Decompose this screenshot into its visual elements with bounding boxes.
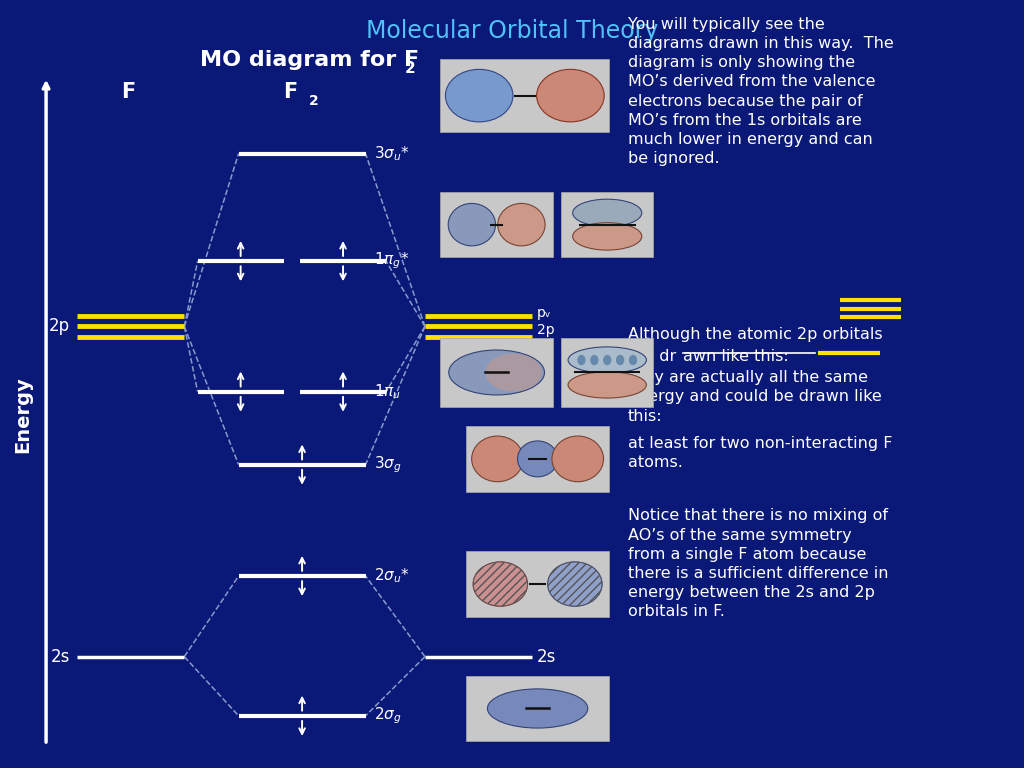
FancyBboxPatch shape — [440, 59, 609, 132]
Text: they are actually all the same
energy and could be drawn like
this:: they are actually all the same energy an… — [628, 370, 882, 424]
FancyBboxPatch shape — [440, 338, 553, 407]
Ellipse shape — [568, 347, 646, 373]
Text: Energy: Energy — [13, 376, 32, 453]
Text: Although the atomic 2p orbitals: Although the atomic 2p orbitals — [628, 327, 883, 343]
Text: F: F — [121, 82, 135, 102]
Ellipse shape — [572, 199, 642, 227]
Text: at least for two non-interacting F
atoms.: at least for two non-interacting F atoms… — [628, 436, 892, 471]
Ellipse shape — [616, 355, 625, 366]
Text: awn like this:: awn like this: — [683, 349, 788, 365]
Ellipse shape — [603, 355, 611, 366]
Ellipse shape — [548, 562, 602, 606]
Ellipse shape — [449, 350, 545, 395]
Ellipse shape — [472, 436, 523, 482]
Text: 2s: 2s — [50, 647, 70, 666]
Ellipse shape — [590, 355, 598, 366]
Text: Molecular Orbital Theory: Molecular Orbital Theory — [366, 19, 658, 43]
Text: 3$\sigma_g$: 3$\sigma_g$ — [374, 455, 401, 475]
Ellipse shape — [445, 69, 513, 122]
Text: 2$\sigma_g$: 2$\sigma_g$ — [374, 706, 401, 726]
Text: 2s: 2s — [537, 647, 556, 666]
Ellipse shape — [473, 562, 527, 606]
FancyBboxPatch shape — [466, 551, 609, 617]
FancyBboxPatch shape — [466, 426, 609, 492]
Ellipse shape — [498, 204, 545, 246]
Text: F: F — [449, 82, 463, 102]
Text: 2: 2 — [309, 94, 319, 108]
Ellipse shape — [568, 372, 646, 398]
Ellipse shape — [487, 689, 588, 728]
Ellipse shape — [552, 436, 603, 482]
Text: 3$\sigma_u$*: 3$\sigma_u$* — [374, 144, 410, 163]
Ellipse shape — [449, 204, 496, 246]
Text: 2: 2 — [404, 61, 415, 76]
FancyBboxPatch shape — [561, 338, 653, 407]
Ellipse shape — [578, 355, 586, 366]
Text: 1$\pi_u$: 1$\pi_u$ — [374, 382, 400, 401]
Text: You will typically see the
diagrams drawn in this way.  The
diagram is only show: You will typically see the diagrams draw… — [628, 17, 894, 167]
Ellipse shape — [517, 441, 558, 477]
Ellipse shape — [572, 223, 642, 250]
Text: pᵥ: pᵥ — [537, 306, 551, 319]
Text: Notice that there is no mixing of
AO’s of the same symmetry
from a single F atom: Notice that there is no mixing of AO’s o… — [628, 508, 888, 620]
Text: 2$\sigma_u$*: 2$\sigma_u$* — [374, 567, 410, 585]
FancyBboxPatch shape — [466, 676, 609, 741]
FancyBboxPatch shape — [561, 192, 653, 257]
Ellipse shape — [537, 69, 604, 122]
FancyBboxPatch shape — [440, 192, 553, 257]
Ellipse shape — [629, 355, 637, 366]
Text: F: F — [283, 82, 297, 102]
Text: MO diagram for F: MO diagram for F — [200, 50, 419, 70]
Text: 2p: 2p — [48, 317, 70, 336]
Text: 2p: 2p — [537, 323, 554, 337]
Text: 1$\pi_g$*: 1$\pi_g$* — [374, 251, 409, 271]
Text: are dr: are dr — [628, 349, 676, 365]
Ellipse shape — [485, 353, 542, 392]
